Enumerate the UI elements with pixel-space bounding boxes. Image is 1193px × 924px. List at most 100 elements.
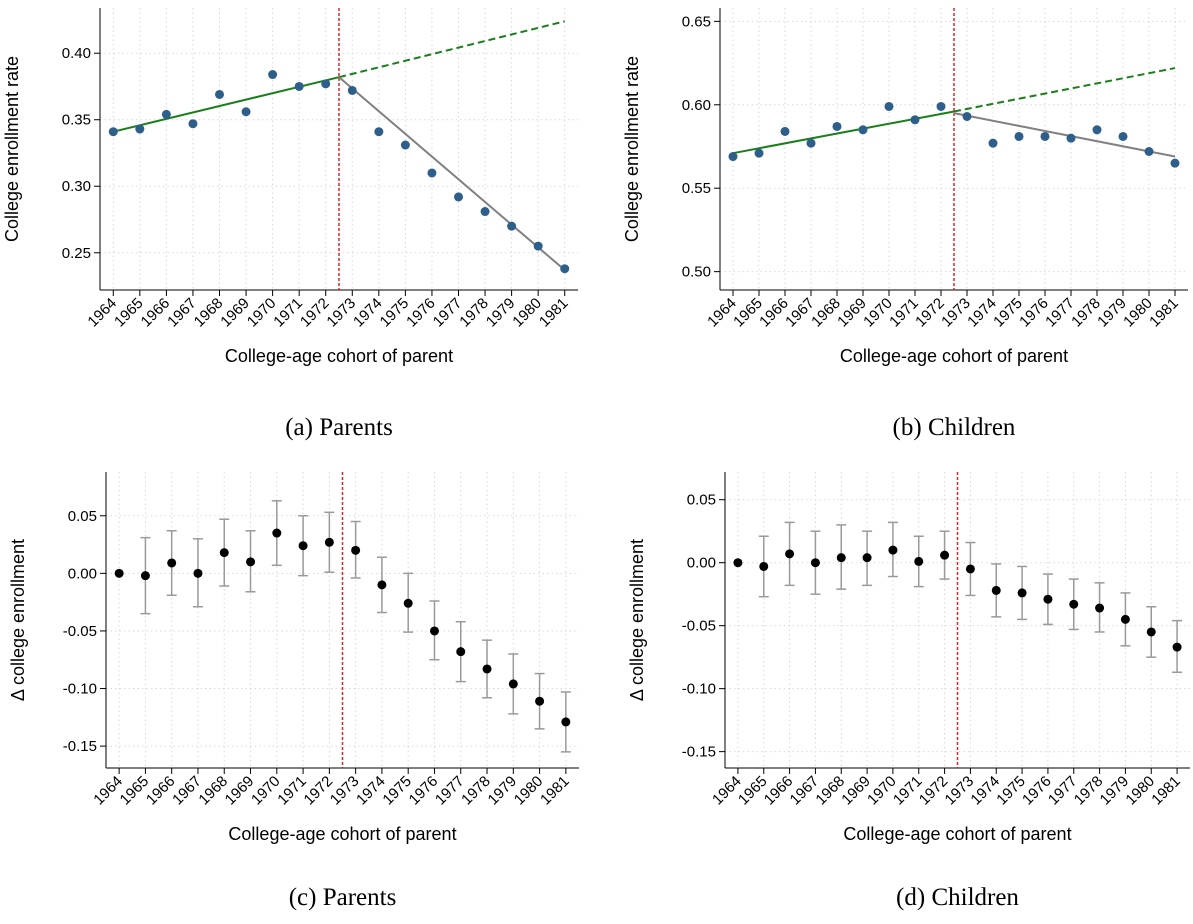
- y-axis-title: College enrollment rate: [622, 56, 642, 242]
- data-point: [403, 598, 413, 608]
- data-point: [1146, 627, 1156, 637]
- data-point: [785, 549, 795, 559]
- caption: (c) Parents: [289, 884, 397, 911]
- data-point: [561, 717, 571, 727]
- data-point: [1066, 133, 1076, 143]
- x-tick-label: 1975: [990, 295, 1026, 331]
- data-point: [1172, 642, 1182, 652]
- x-tick-label: 1977: [1042, 295, 1078, 331]
- data-point: [1118, 131, 1128, 141]
- data-point: [507, 221, 517, 231]
- x-tick-label: 1967: [164, 295, 200, 331]
- y-tick-label: 0.40: [62, 45, 91, 62]
- data-point: [1144, 147, 1154, 157]
- data-point: [936, 101, 946, 111]
- x-tick-label: 1974: [964, 295, 1000, 331]
- x-tick-label: 1975: [379, 773, 415, 809]
- x-tick-label: 1974: [350, 295, 386, 331]
- data-point: [806, 138, 816, 148]
- data-point: [1069, 599, 1079, 609]
- y-tick-label: 0.05: [68, 508, 97, 525]
- y-tick-label: -0.15: [682, 744, 716, 761]
- fit-line: [732, 110, 955, 155]
- data-point: [940, 550, 950, 560]
- data-point: [780, 126, 790, 136]
- y-tick-label: 0.30: [62, 178, 91, 195]
- fit-line: [338, 76, 566, 271]
- x-tick-label: 1967: [169, 773, 205, 809]
- x-tick-label: 1975: [377, 295, 413, 331]
- data-point: [533, 241, 543, 251]
- x-tick-label: 1981: [1146, 295, 1182, 331]
- data-point: [400, 140, 410, 150]
- data-point: [215, 89, 224, 99]
- data-point: [321, 79, 331, 89]
- x-tick-label: 1976: [406, 773, 442, 809]
- data-point: [268, 70, 278, 80]
- data-point: [1120, 614, 1130, 624]
- x-tick-label: 1972: [912, 295, 948, 331]
- data-point: [298, 541, 308, 551]
- y-tick-label: 0.00: [68, 565, 97, 582]
- y-tick-label: 0.35: [62, 112, 91, 129]
- x-tick-label: 1967: [782, 295, 818, 331]
- x-axis-title: College-age cohort of parent: [843, 824, 1071, 844]
- data-point: [991, 585, 1001, 595]
- x-tick-label: 1969: [834, 295, 870, 331]
- data-point: [810, 558, 820, 568]
- x-tick-label: 1964: [84, 295, 120, 331]
- data-point: [965, 564, 975, 574]
- x-axis-title: College-age cohort of parent: [225, 346, 453, 366]
- data-point: [962, 111, 972, 121]
- x-tick-label: 1969: [222, 773, 258, 809]
- y-axis-title: Δ college enrollment: [627, 539, 647, 701]
- fit-line: [338, 20, 565, 79]
- data-point: [246, 557, 256, 567]
- data-point: [377, 580, 387, 590]
- data-point: [754, 148, 764, 158]
- x-tick-label: 1973: [323, 295, 359, 331]
- x-tick-label: 1971: [886, 295, 922, 331]
- data-point: [480, 207, 490, 217]
- y-tick-label: 0.00: [687, 555, 716, 572]
- x-axis-title: College-age cohort of parent: [840, 346, 1068, 366]
- x-tick-label: 1973: [327, 773, 363, 809]
- caption: (b) Children: [893, 414, 1016, 441]
- x-tick-label: 1969: [217, 295, 253, 331]
- data-point: [884, 101, 894, 111]
- data-point: [1043, 594, 1053, 604]
- data-point: [1092, 125, 1102, 135]
- y-tick-label: -0.05: [682, 618, 716, 635]
- y-tick-label: 0.05: [687, 492, 716, 509]
- data-point: [862, 553, 872, 563]
- data-point: [347, 85, 357, 95]
- x-tick-label: 1973: [938, 295, 974, 331]
- data-point: [836, 553, 846, 563]
- y-tick-label: 0.50: [682, 264, 711, 281]
- y-tick-label: 0.65: [682, 13, 711, 30]
- data-point: [427, 168, 437, 178]
- data-point: [374, 127, 384, 137]
- x-tick-label: 1980: [1120, 295, 1156, 331]
- x-tick-label: 1981: [537, 773, 573, 809]
- x-tick-label: 1977: [430, 295, 466, 331]
- x-tick-label: 1976: [1016, 295, 1052, 331]
- data-point: [188, 119, 198, 129]
- x-tick-label: 1980: [509, 295, 545, 331]
- data-point: [910, 115, 920, 125]
- data-point: [832, 121, 842, 131]
- fit-line: [113, 76, 340, 133]
- y-tick-label: 0.25: [62, 245, 91, 262]
- data-point: [241, 107, 251, 117]
- x-tick-label: 1968: [191, 295, 227, 331]
- x-tick-label: 1971: [274, 773, 310, 809]
- data-point: [272, 528, 282, 538]
- x-tick-label: 1976: [403, 295, 439, 331]
- x-tick-label: 1970: [860, 295, 896, 331]
- data-point: [988, 138, 998, 148]
- data-point: [1040, 131, 1050, 141]
- data-point: [429, 626, 439, 636]
- x-tick-label: 1965: [730, 295, 766, 331]
